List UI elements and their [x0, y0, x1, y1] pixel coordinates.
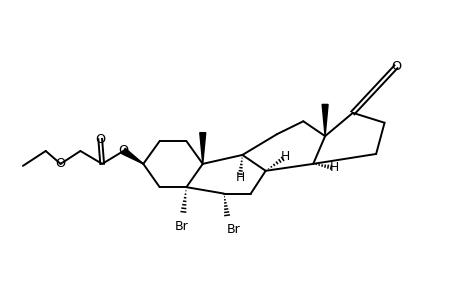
Text: H: H — [235, 171, 244, 184]
Text: O: O — [118, 145, 128, 158]
Text: Br: Br — [175, 220, 188, 233]
Polygon shape — [321, 104, 327, 136]
Polygon shape — [122, 148, 143, 164]
Text: Br: Br — [226, 223, 240, 236]
Text: H: H — [329, 161, 338, 174]
Text: O: O — [95, 133, 105, 146]
Text: O: O — [56, 158, 66, 170]
Text: H: H — [280, 150, 290, 164]
Text: O: O — [390, 60, 400, 73]
Polygon shape — [199, 133, 205, 164]
